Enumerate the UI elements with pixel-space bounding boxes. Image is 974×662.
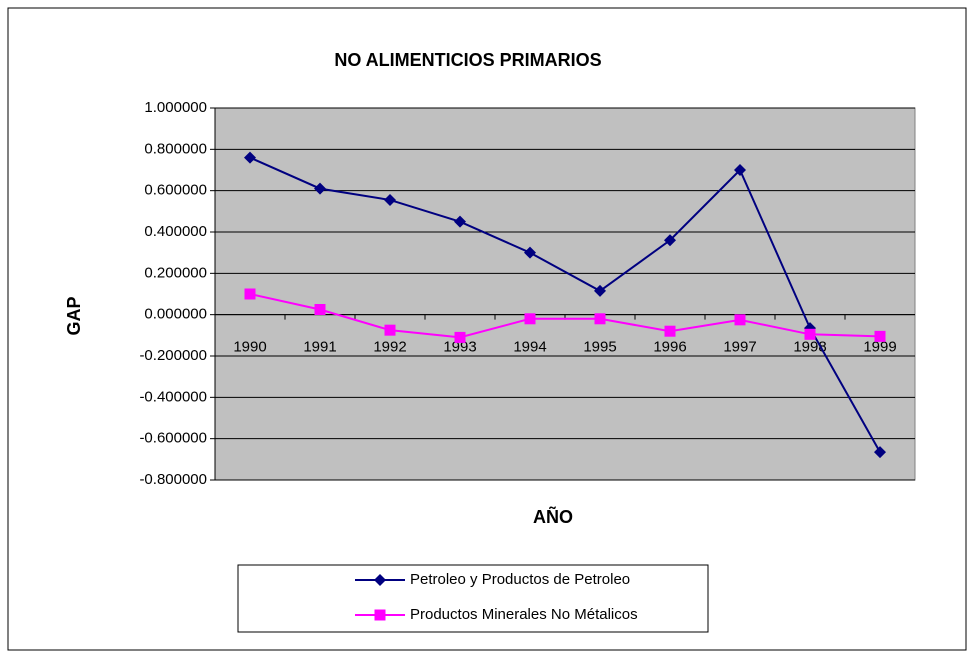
- x-tick-label: 1994: [513, 339, 546, 356]
- y-tick-label: 0.800000: [144, 140, 207, 157]
- legend-marker: [374, 574, 386, 586]
- y-tick-label: 0.600000: [144, 182, 207, 199]
- data-point: [314, 182, 326, 195]
- legend-label: Productos Minerales No Métalicos: [410, 606, 638, 623]
- y-tick-label: 0.200000: [144, 264, 207, 281]
- data-point: [594, 313, 606, 325]
- data-point: [384, 193, 396, 206]
- x-tick-label: 1993: [443, 339, 476, 356]
- x-tick-label: 1992: [373, 339, 406, 356]
- x-tick-label: 1990: [233, 339, 266, 356]
- x-axis-label: AÑO: [533, 506, 573, 527]
- chart-title: NO ALIMENTICIOS PRIMARIOS: [334, 50, 601, 70]
- legend-marker: [374, 609, 386, 621]
- x-tick-label: 1995: [583, 339, 616, 356]
- data-point: [524, 246, 536, 259]
- data-point: [734, 314, 746, 326]
- y-tick-label: -0.800000: [139, 471, 207, 488]
- series-line: [249, 293, 881, 339]
- data-point: [874, 446, 886, 459]
- data-point: [454, 215, 466, 228]
- y-tick-label: 0.400000: [144, 223, 207, 240]
- plot-area: [214, 107, 916, 481]
- data-point: [664, 325, 676, 337]
- series-line: [249, 156, 881, 453]
- y-tick-label: -0.200000: [139, 347, 207, 364]
- data-point: [874, 330, 886, 342]
- x-tick-label: 1999: [863, 339, 896, 356]
- data-point: [454, 331, 466, 343]
- y-tick-label: -0.600000: [139, 430, 207, 447]
- x-tick-label: 1991: [303, 339, 336, 356]
- data-point: [244, 151, 256, 164]
- data-point: [524, 313, 536, 325]
- x-tick-label: 1997: [723, 339, 756, 356]
- data-point: [384, 324, 396, 336]
- legend-label: Petroleo y Productos de Petroleo: [410, 571, 630, 588]
- y-tick-label: 0.000000: [144, 306, 207, 323]
- data-point: [664, 234, 676, 247]
- data-point: [244, 288, 256, 300]
- y-tick-label: 1.000000: [144, 99, 207, 116]
- data-point: [594, 284, 606, 297]
- data-point: [804, 328, 816, 340]
- legend-box: [237, 564, 709, 633]
- y-tick-label: -0.400000: [139, 388, 207, 405]
- data-point: [734, 164, 746, 176]
- x-tick-label: 1996: [653, 339, 686, 356]
- data-point: [314, 304, 326, 315]
- y-axis-label: GAP: [64, 296, 84, 335]
